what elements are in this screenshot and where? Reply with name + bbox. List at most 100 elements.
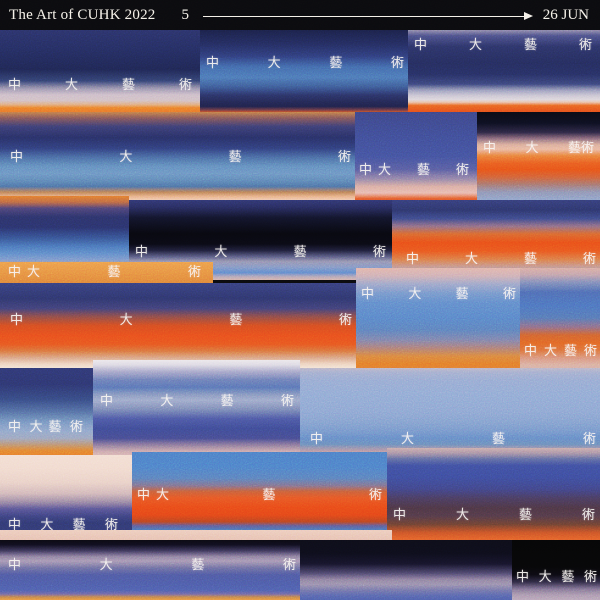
art-char: 術 [390, 55, 404, 70]
gradient-block-b4-left: 中大藝術 [0, 283, 356, 368]
art-char: 大藝 [29, 419, 68, 434]
gradient-block-b1-right: 中大藝術 [408, 30, 600, 112]
gradient-block-b1-left: 中大藝術 [0, 30, 200, 112]
art-label: 中大藝術 [0, 150, 355, 163]
art-char: 術 [337, 149, 351, 164]
art-char: 術 [581, 507, 595, 522]
art-char: 藝 [523, 37, 543, 52]
art-char: 中 [483, 140, 503, 155]
gradient-block-b5-right: 中大藝術 [300, 368, 600, 458]
gradient-block-b2-mid: 中大 藝 術 [355, 112, 477, 205]
art-char: 大 [64, 77, 84, 92]
art-char: 術 [187, 264, 201, 279]
poster-header: The Art of CUHK 2022 5 26 JUN [0, 0, 600, 30]
art-label: 中大 藝 術 [355, 163, 477, 176]
art-char: 藝 [518, 507, 538, 522]
art-char: 大 [400, 431, 420, 446]
art-char: 中 [8, 77, 28, 92]
gradient-block-b4-right: 中大藝術 [520, 268, 600, 368]
gradient-block-b6-left: 中大藝術 [0, 455, 132, 532]
art-char: 藝術 [567, 140, 594, 155]
gradient-block-b5-mid: 中大藝術 [93, 360, 300, 458]
gradient-block-b7-left: 中大藝術 [0, 540, 300, 600]
art-label: 中大藝術 [300, 432, 600, 445]
art-char: 藝 [329, 55, 349, 70]
art-char: 藝 [523, 251, 543, 266]
art-char: 藝 [491, 431, 511, 446]
art-char: 中大 [8, 264, 47, 279]
art-label: 中大藝術 [0, 420, 93, 433]
art-char: 術 [455, 162, 469, 177]
art-char: 中 [8, 557, 28, 572]
art-char: 大 [119, 149, 139, 164]
gradient-block-b1-mid: 中大藝術 [200, 30, 408, 118]
art-label: 中大藝術 [408, 38, 600, 51]
arrow-right-icon [523, 11, 533, 20]
art-char: 術 [583, 343, 597, 358]
end-date: 26 JUN [542, 6, 589, 23]
art-char: 中 [310, 431, 330, 446]
art-char: 大 [464, 251, 484, 266]
art-label: 中大藝術 [0, 313, 356, 326]
gradient-block-b2-right: 中 大 藝術 [477, 112, 600, 205]
art-char: 藝 [107, 264, 127, 279]
gradient-block-b4-mid: 中大藝術 [356, 268, 520, 368]
art-char: 中 [406, 251, 426, 266]
art-char: 術 [372, 244, 386, 259]
art-char: 中 [100, 393, 120, 408]
art-char: 大 [214, 244, 234, 259]
gradient-block-b6-mid: 中大 藝 術 [132, 452, 387, 534]
art-char: 術 [338, 312, 352, 327]
art-char: 中 [414, 37, 434, 52]
art-char: 術 [582, 251, 596, 266]
art-label: 中大 藝 術 [132, 488, 387, 501]
art-char: 藝 [121, 77, 141, 92]
art-char: 藝 [561, 569, 581, 584]
art-char: 術 [282, 557, 296, 572]
gradient-block-b7-right: 中大藝術 [512, 540, 600, 600]
art-char: 藝 [293, 244, 313, 259]
art-char: 術 [69, 419, 83, 434]
poster-title: The Art of CUHK 2022 [9, 6, 156, 23]
start-day: 5 [181, 6, 190, 23]
art-char: 術 [178, 77, 192, 92]
art-label: 中 大 藝術 [477, 141, 600, 154]
art-char: 術 [280, 393, 294, 408]
art-char: 藝 [262, 487, 282, 502]
art-char: 中大 [137, 487, 176, 502]
art-char: 大 [543, 343, 563, 358]
art-char: 大 [538, 569, 558, 584]
art-char: 藝 [191, 557, 211, 572]
art-label: 中大藝術 [0, 78, 200, 91]
art-char: 中大 [359, 162, 398, 177]
art-char: 中 [361, 286, 381, 301]
art-char: 術 [368, 487, 382, 502]
art-label: 中大 藝 術 [0, 265, 213, 278]
art-char: 術 [502, 286, 516, 301]
gradient-block-b5-left: 中大藝術 [0, 368, 93, 458]
gradient-block-b3-strip: 中大 藝 術 [0, 262, 213, 283]
art-char: 術 [583, 569, 597, 584]
art-label: 中大藝術 [0, 558, 300, 571]
art-char: 中 [10, 149, 30, 164]
art-char: 藝 [220, 393, 240, 408]
art-char: 藝 [455, 286, 475, 301]
art-char: 大 [408, 286, 428, 301]
art-char: 中 [10, 312, 30, 327]
art-char: 大 [525, 140, 545, 155]
art-char: 大 [468, 37, 488, 52]
art-char: 藝 [416, 162, 436, 177]
art-char: 中 [206, 55, 226, 70]
gradient-block-b2-left: 中大藝術 [0, 112, 355, 203]
art-label: 中大藝術 [392, 252, 600, 265]
art-label: 中大藝術 [520, 344, 600, 357]
art-char: 藝 [563, 343, 583, 358]
art-char: 術 [582, 431, 596, 446]
art-char: 中 [8, 419, 28, 434]
gradient-block-b6-right: 中大藝術 [387, 448, 600, 545]
art-char: 大 [160, 393, 180, 408]
art-char: 中 [135, 244, 155, 259]
art-label: 中大藝術 [93, 394, 300, 407]
